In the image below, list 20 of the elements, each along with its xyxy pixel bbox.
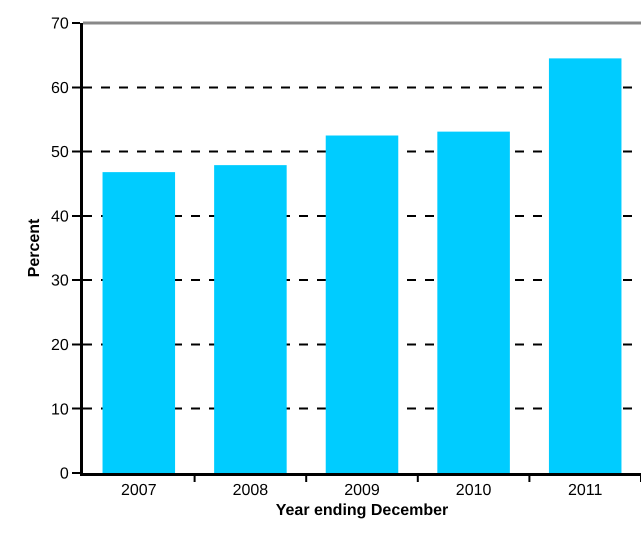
x-tick-label: 2007: [121, 482, 157, 500]
y-tick-label: 0: [60, 466, 69, 483]
x-tick-label: 2009: [344, 482, 380, 500]
y-tick-label: 20: [51, 337, 69, 354]
x-tick-label: 2010: [456, 482, 492, 500]
bar: [214, 165, 287, 473]
x-tick-label: 2008: [232, 482, 268, 500]
y-axis-title: Percent: [26, 218, 43, 278]
y-tick-label: 50: [51, 144, 69, 162]
x-axis-title: Year ending December: [276, 502, 448, 519]
y-tick-label: 70: [51, 16, 69, 33]
x-tick-label: 2011: [568, 482, 603, 500]
bar: [437, 132, 510, 473]
y-tick-label: 30: [51, 272, 69, 290]
y-tick-label: 60: [51, 80, 69, 97]
y-tick-label: 40: [51, 208, 69, 226]
bar: [548, 58, 622, 473]
bar: [102, 172, 176, 473]
bar: [326, 136, 398, 473]
y-tick-label: 10: [51, 401, 69, 418]
